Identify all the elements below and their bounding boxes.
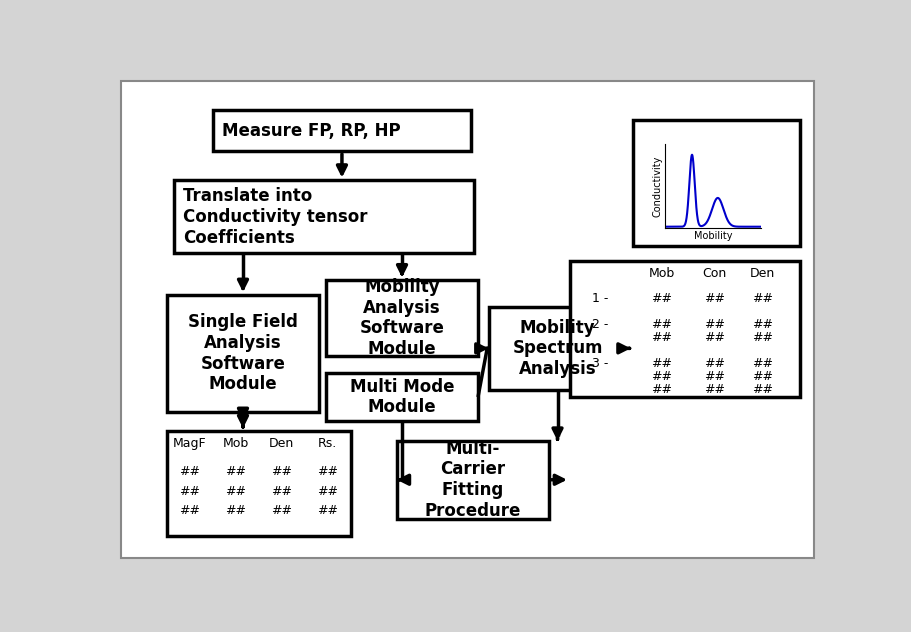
Text: ##: ##: [317, 485, 338, 497]
Text: ##: ##: [752, 370, 773, 384]
Text: ##: ##: [703, 319, 724, 331]
Text: ##: ##: [225, 485, 246, 497]
Text: ##: ##: [650, 384, 671, 396]
Text: ##: ##: [752, 357, 773, 370]
FancyBboxPatch shape: [174, 181, 474, 253]
FancyBboxPatch shape: [396, 441, 548, 519]
Text: ##: ##: [179, 504, 200, 516]
Text: 1 -: 1 -: [591, 293, 608, 305]
Text: ##: ##: [650, 370, 671, 384]
Text: ##: ##: [703, 293, 724, 305]
FancyBboxPatch shape: [326, 373, 477, 422]
Text: Multi Mode
Module: Multi Mode Module: [350, 378, 454, 416]
Text: MagF: MagF: [173, 437, 207, 450]
Text: 2 -: 2 -: [591, 319, 608, 331]
Text: ##: ##: [752, 331, 773, 344]
FancyBboxPatch shape: [167, 295, 319, 411]
Text: ##: ##: [752, 319, 773, 331]
Text: 3 -: 3 -: [591, 357, 608, 370]
FancyBboxPatch shape: [167, 431, 351, 536]
Text: Mob: Mob: [648, 267, 674, 279]
Text: ##: ##: [650, 293, 671, 305]
Text: ##: ##: [650, 331, 671, 344]
FancyBboxPatch shape: [121, 81, 813, 557]
Text: ##: ##: [317, 504, 338, 516]
Text: ##: ##: [317, 466, 338, 478]
FancyBboxPatch shape: [488, 307, 626, 390]
Text: Single Field
Analysis
Software
Module: Single Field Analysis Software Module: [188, 313, 298, 394]
Text: ##: ##: [703, 370, 724, 384]
Text: ##: ##: [225, 466, 246, 478]
Text: Rs.: Rs.: [318, 437, 337, 450]
Text: Den: Den: [750, 267, 774, 279]
Text: ##: ##: [271, 466, 292, 478]
FancyBboxPatch shape: [569, 261, 799, 397]
Text: Translate into
Conductivity tensor
Coefficients: Translate into Conductivity tensor Coeff…: [183, 187, 367, 246]
Text: ##: ##: [225, 504, 246, 516]
Text: ##: ##: [752, 293, 773, 305]
Text: Con: Con: [701, 267, 726, 279]
Text: ##: ##: [179, 466, 200, 478]
Text: Multi-
Carrier
Fitting
Procedure: Multi- Carrier Fitting Procedure: [424, 439, 520, 520]
Text: Measure FP, RP, HP: Measure FP, RP, HP: [222, 121, 400, 140]
FancyBboxPatch shape: [213, 110, 470, 151]
Text: Mob: Mob: [222, 437, 249, 450]
Text: ##: ##: [703, 357, 724, 370]
Text: ##: ##: [703, 331, 724, 344]
Text: ##: ##: [650, 319, 671, 331]
Text: Mobility
Spectrum
Analysis: Mobility Spectrum Analysis: [512, 319, 602, 378]
Text: ##: ##: [179, 485, 200, 497]
Text: ##: ##: [271, 504, 292, 516]
Text: ##: ##: [752, 384, 773, 396]
Text: ##: ##: [703, 384, 724, 396]
FancyBboxPatch shape: [633, 119, 799, 246]
Text: Mobility
Analysis
Software
Module: Mobility Analysis Software Module: [359, 277, 444, 358]
Text: Den: Den: [269, 437, 294, 450]
FancyBboxPatch shape: [326, 280, 477, 356]
Text: ##: ##: [650, 357, 671, 370]
Text: ##: ##: [271, 485, 292, 497]
